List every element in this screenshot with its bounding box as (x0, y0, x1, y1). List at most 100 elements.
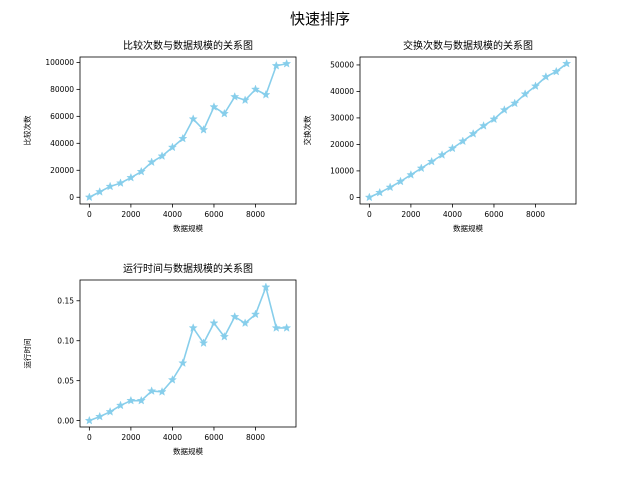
chart-3: 运行时间与数据规模的关系图 0 2000 4000 6000 8000 0.00 0.05 0.… (22, 262, 297, 456)
x-tick-label: 4000 (163, 433, 182, 442)
data-point (375, 187, 385, 197)
y-tick-label: 100000 (45, 58, 74, 67)
y-tick-label: 0.00 (57, 416, 74, 425)
plot-frame (79, 56, 297, 205)
data-point (95, 411, 105, 421)
data-point (199, 338, 209, 347)
x-axis-label: 数据规模 (173, 223, 203, 233)
data-point (499, 105, 509, 114)
x-axis-label: 数据规模 (173, 446, 203, 456)
y-tick-label: 80000 (50, 85, 74, 94)
data-point (95, 187, 105, 196)
data-point (199, 125, 209, 134)
y-tick-label: 0 (349, 193, 354, 202)
x-tick-label: 0 (87, 433, 92, 442)
data-point (157, 151, 167, 160)
data-point (282, 323, 292, 332)
data-point (458, 136, 468, 146)
data-point (437, 150, 447, 159)
data-point (427, 156, 437, 166)
data-point (240, 318, 250, 327)
data-point (136, 166, 146, 176)
data-point (510, 98, 520, 108)
data-point (188, 114, 198, 123)
y-tick-label: 0 (69, 193, 74, 202)
x-axis-label: 数据规模 (453, 223, 483, 233)
plot-frame (79, 279, 297, 428)
y-axis-label: 交换次数 (302, 115, 312, 145)
data-point (271, 61, 281, 70)
data-point (115, 400, 126, 410)
chart-2: 交换次数与数据规模的关系图 0 2000 4000 6000 8000 0 10000 2000… (302, 39, 577, 233)
series-line (89, 286, 287, 422)
y-tick-label: 20000 (50, 166, 74, 175)
y-tick-label: 50000 (330, 61, 354, 70)
y-tick-label: 0.05 (57, 376, 74, 385)
data-point (188, 323, 198, 332)
data-point (541, 72, 551, 81)
data-point (147, 386, 157, 395)
data-point (489, 114, 499, 124)
data-point (167, 142, 177, 152)
y-tick-label: 40000 (330, 87, 354, 96)
data-point (250, 84, 261, 94)
x-tick-label: 4000 (163, 210, 182, 219)
y-axis-label: 比较次数 (22, 115, 32, 145)
x-tick-label: 2000 (401, 210, 420, 219)
data-point (84, 415, 94, 425)
data-point (406, 170, 416, 179)
data-point (250, 309, 261, 319)
x-tick-label: 6000 (484, 210, 503, 219)
y-tick-label: 30000 (330, 114, 354, 123)
figure-suptitle: 快速排序 (289, 10, 350, 28)
data-point (520, 89, 530, 98)
data-point (282, 58, 292, 68)
data-point (157, 387, 167, 396)
x-tick-label: 8000 (246, 433, 265, 442)
data-point (230, 92, 240, 101)
y-tick-label: 10000 (330, 167, 354, 176)
data-point (479, 121, 489, 130)
chart-title: 运行时间与数据规模的关系图 (123, 262, 253, 275)
data-point (230, 311, 240, 321)
data-point (364, 192, 374, 202)
data-point (562, 58, 572, 68)
data-point (468, 129, 478, 138)
y-tick-label: 20000 (330, 140, 354, 149)
data-point (447, 143, 457, 153)
data-point (416, 163, 426, 173)
data-point (240, 95, 250, 104)
data-point (126, 395, 136, 405)
data-point (209, 102, 219, 111)
data-point (395, 176, 406, 186)
data-point (136, 395, 146, 405)
y-tick-label: 0.10 (57, 336, 74, 345)
data-point (551, 66, 561, 76)
series-line (88, 62, 287, 198)
x-tick-label: 0 (87, 210, 92, 219)
data-point (126, 172, 136, 182)
x-tick-label: 8000 (246, 210, 265, 219)
data-point (84, 192, 94, 202)
x-tick-label: 6000 (204, 433, 223, 442)
plot-frame (359, 56, 577, 205)
data-point (178, 133, 188, 143)
y-axis-label: 运行时间 (22, 339, 32, 369)
x-tick-label: 6000 (204, 210, 223, 219)
data-point (105, 407, 115, 416)
data-point (261, 282, 271, 292)
chart-title: 比较次数与数据规模的关系图 (123, 39, 253, 52)
chart-title: 交换次数与数据规模的关系图 (403, 39, 533, 52)
data-point (530, 81, 541, 90)
y-tick-label: 0.15 (57, 296, 74, 305)
data-point (261, 90, 271, 99)
data-point (271, 323, 281, 332)
x-tick-label: 2000 (121, 433, 140, 442)
data-point (167, 375, 177, 384)
data-point (147, 157, 157, 167)
data-point (219, 108, 229, 118)
data-point (105, 181, 115, 191)
data-point (385, 182, 395, 192)
